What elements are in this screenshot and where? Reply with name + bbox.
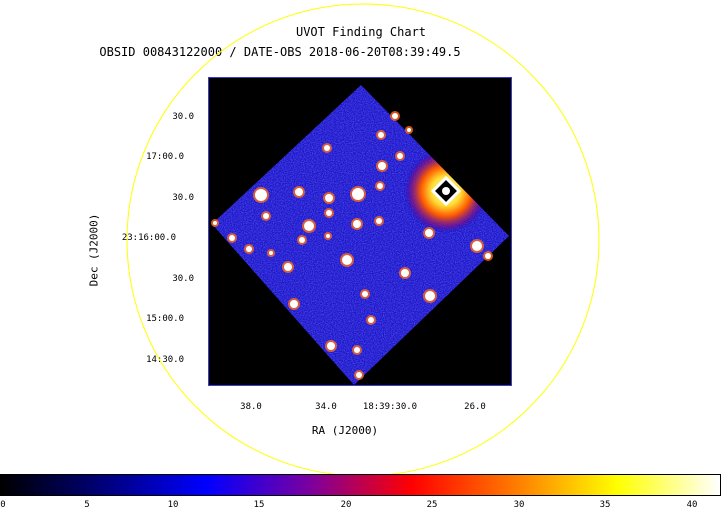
star [327,342,335,350]
star [269,251,273,255]
star [284,263,292,271]
star [392,113,398,119]
star [290,300,298,308]
star [378,132,384,138]
star [342,255,352,265]
star [246,246,252,252]
x-axis-label: RA (J2000) [311,424,379,437]
y-tick-label: 15:00.0 [146,314,184,324]
star [326,210,332,216]
chart-subtitle: OBSID 00843122000 / DATE-OBS 2018-06-20T… [99,45,461,59]
y-tick-label: 23:16:00.0 [121,233,176,243]
colorbar-tick: 30 [513,500,525,510]
star [472,241,482,251]
star [425,291,435,301]
star [213,221,217,225]
star [407,128,411,132]
star [263,213,269,219]
star [376,218,382,224]
bright-source-center [442,187,450,195]
star [378,162,386,170]
colorbar-tick: 5 [84,500,90,510]
star [401,269,409,277]
star [299,237,305,243]
star [425,229,433,237]
star [485,253,491,259]
x-tick-label: 34.0 [315,402,337,412]
colorbar-tick: 40 [686,500,698,510]
star [354,347,360,353]
background-noise [212,85,509,385]
star [229,235,235,241]
sky-image-frame [208,77,512,386]
star [377,183,383,189]
sky-image [211,85,509,385]
x-tick-label: 18:39:30.0 [362,402,418,412]
y-tick-label: 14:30.0 [146,355,184,365]
star [362,291,368,297]
star [356,372,362,378]
star [353,220,361,228]
colorbar-tick: 15 [253,500,265,510]
star [397,153,403,159]
colorbar-tick: 0 [0,500,6,510]
y-tick-label: 30.0 [172,112,194,122]
star [325,194,333,202]
star [295,188,303,196]
colorbar-tick: 25 [426,500,438,510]
y-tick-label: 30.0 [172,193,194,203]
star [304,221,314,231]
y-tick-label: 17:00.0 [146,152,184,162]
x-tick-label: 38.0 [240,402,262,412]
colorbar-tick: 10 [167,500,179,510]
star [326,234,330,238]
y-tick-label: 30.0 [172,274,194,284]
chart-title: UVOT Finding Chart [295,25,427,39]
x-tick-label: 26.0 [464,402,486,412]
colorbar-tick: 35 [599,500,611,510]
star [368,317,374,323]
colorbar-tick: 20 [340,500,352,510]
star [324,145,330,151]
y-axis-label: Dec (J2000) [87,213,101,287]
colorbar [0,474,721,496]
star [352,188,364,200]
star [255,189,267,201]
